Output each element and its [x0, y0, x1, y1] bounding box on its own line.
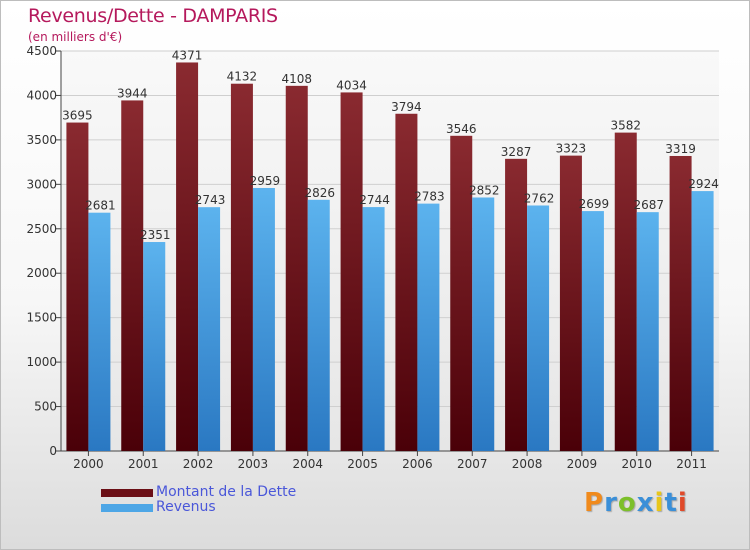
bar-revenue: [362, 207, 385, 451]
legend-label-revenue: Revenus: [156, 499, 216, 515]
y-tick-label: 0: [49, 444, 57, 458]
data-label-revenue: 2744: [359, 193, 390, 207]
data-label-debt: 4371: [172, 48, 203, 62]
data-label-revenue: 2743: [195, 193, 226, 207]
data-label-debt: 4108: [281, 72, 312, 86]
bar-debt: [230, 83, 253, 451]
x-tick-label: 2008: [512, 457, 543, 471]
bar-revenue: [143, 242, 166, 451]
bar-debt: [340, 92, 363, 451]
x-tick-label: 2001: [128, 457, 159, 471]
bar-revenue: [691, 191, 714, 452]
bar-revenue: [527, 205, 550, 451]
x-tick-label: 2009: [567, 457, 598, 471]
x-tick-label: 2004: [292, 457, 323, 471]
x-tick-label: 2005: [347, 457, 378, 471]
proxiti-logo: Proxiti: [584, 488, 688, 518]
logo-letter: i: [677, 488, 688, 518]
data-label-revenue: 2687: [633, 198, 664, 212]
chart-subtitle: (en milliers d'€): [28, 30, 123, 44]
y-tick-label: 3500: [26, 133, 57, 147]
legend-swatch-revenue: [101, 504, 153, 512]
bar-revenue: [198, 207, 221, 451]
y-tick-label: 500: [34, 400, 57, 414]
data-label-revenue: 2699: [579, 197, 610, 211]
x-tick-label: 2007: [457, 457, 488, 471]
logo-letter: i: [654, 488, 665, 518]
logo-letter: P: [584, 488, 605, 518]
data-label-debt: 3323: [556, 142, 587, 156]
data-label-debt: 3287: [501, 145, 532, 159]
data-label-revenue: 2852: [469, 183, 500, 197]
data-label-revenue: 2351: [140, 228, 171, 242]
bar-revenue: [581, 211, 604, 451]
bar-debt: [176, 62, 199, 451]
y-tick-label: 4000: [26, 88, 57, 102]
x-tick-label: 2000: [73, 457, 104, 471]
bar-debt: [559, 155, 582, 451]
y-tick-label: 2500: [26, 222, 57, 236]
bar-debt: [66, 122, 89, 452]
bar-debt: [614, 132, 637, 451]
bar-revenue: [472, 197, 495, 451]
y-tick-label: 4500: [26, 44, 57, 58]
data-label-debt: 3695: [62, 109, 93, 123]
logo-letter: t: [664, 488, 678, 518]
y-tick-label: 1500: [26, 311, 57, 325]
bar-revenue: [252, 187, 275, 451]
plot-area: [61, 51, 719, 451]
legend-label-debt: Montant de la Dette: [156, 484, 297, 500]
logo-letter: r: [604, 488, 618, 518]
bar-debt: [669, 155, 692, 451]
data-label-debt: 3546: [446, 122, 477, 136]
data-label-debt: 3582: [610, 119, 641, 133]
x-tick-label: 2010: [621, 457, 652, 471]
bar-revenue: [636, 212, 659, 451]
data-label-debt: 3944: [117, 86, 148, 100]
y-tick-label: 1000: [26, 355, 57, 369]
x-tick-label: 2011: [676, 457, 707, 471]
logo-letter: o: [617, 488, 637, 518]
x-tick-label: 2002: [183, 457, 214, 471]
bar-debt: [121, 100, 144, 451]
bar-debt: [450, 135, 473, 452]
data-label-revenue: 2924: [688, 177, 719, 191]
legend-swatch-debt: [101, 489, 153, 497]
bar-revenue: [88, 212, 111, 451]
data-label-revenue: 2762: [524, 191, 555, 205]
data-label-debt: 3319: [665, 142, 696, 156]
x-tick-label: 2003: [238, 457, 269, 471]
logo-letter: x: [636, 488, 655, 518]
y-tick-label: 2000: [26, 266, 57, 280]
bar-debt: [505, 158, 528, 452]
data-label-revenue: 2681: [85, 199, 116, 213]
bar-debt: [285, 85, 308, 451]
x-tick-label: 2006: [402, 457, 433, 471]
data-label-revenue: 2959: [250, 174, 281, 188]
chart-title: Revenus/Dette - DAMPARIS: [28, 5, 278, 27]
bar-revenue: [417, 203, 440, 451]
bar-debt: [395, 113, 418, 451]
data-label-debt: 4034: [336, 78, 367, 92]
bar-revenue: [307, 199, 330, 451]
data-label-revenue: 2826: [304, 186, 335, 200]
data-label-debt: 4132: [227, 70, 258, 84]
y-tick-label: 3000: [26, 177, 57, 191]
data-label-revenue: 2783: [414, 190, 445, 204]
data-label-debt: 3794: [391, 100, 422, 114]
